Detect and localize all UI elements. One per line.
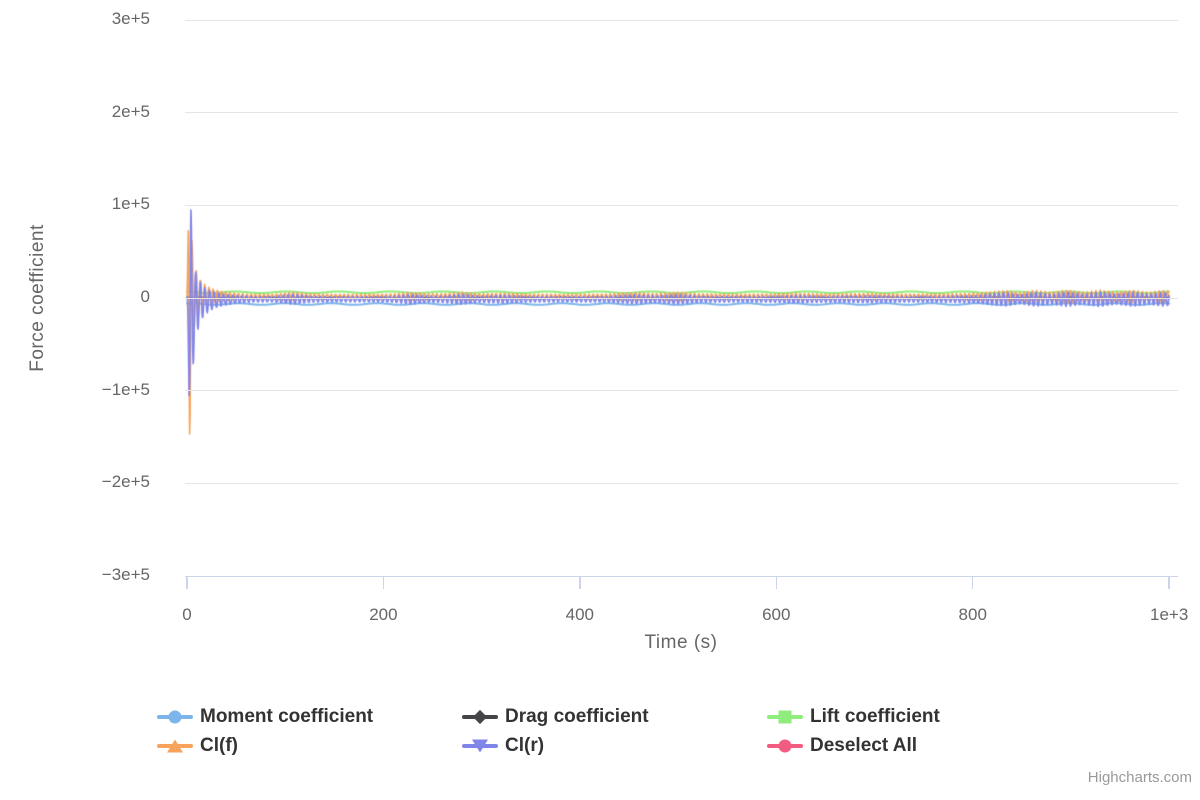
- triangle-down-icon: [472, 739, 488, 752]
- gridline: [185, 204, 1178, 206]
- gridline: [185, 390, 1178, 392]
- y-axis-label: −3e+5: [101, 565, 150, 584]
- x-axis-label: 1e+3: [1150, 605, 1189, 624]
- x-axis-tick: [1168, 577, 1170, 589]
- y-axis-label: 2e+5: [111, 101, 150, 121]
- legend-item-cl-f[interactable]: Cl(f): [157, 731, 462, 760]
- highcharts-credit[interactable]: Highcharts.com: [1087, 769, 1192, 786]
- gridline: [185, 19, 1178, 21]
- y-axis-label: 1e+5: [111, 194, 150, 214]
- triangle-down-marker-icon: [462, 738, 498, 754]
- x-axis-tick: [579, 577, 581, 589]
- legend-item-drag-coefficient[interactable]: Drag coefficient: [462, 702, 767, 731]
- y-axis-label: −2e+5: [101, 472, 150, 492]
- legend-label: Cl(r): [505, 734, 545, 756]
- circle-marker-icon: [767, 738, 803, 754]
- circle-icon: [778, 739, 792, 752]
- y-axis-label: 0: [140, 287, 150, 306]
- y-axis-label: 3e+5: [111, 9, 150, 28]
- gridline: [185, 482, 1178, 484]
- triangle-up-icon: [167, 739, 183, 752]
- legend-item-lift-coefficient[interactable]: Lift coefficient: [767, 702, 940, 731]
- square-marker-icon: [767, 709, 803, 725]
- diamond-marker-icon: [462, 709, 498, 725]
- x-axis-line: [185, 575, 1178, 577]
- circle-icon: [168, 710, 182, 723]
- legend-item-cl-r[interactable]: Cl(r): [462, 731, 767, 760]
- plot-area: 3e+5 2e+5 1e+5 0 −1e+5 −2e+5 −3e+5 0 200 400 600 80…: [102, 9, 1189, 624]
- diamond-icon: [472, 709, 488, 724]
- triangle-up-marker-icon: [157, 738, 193, 754]
- legend-label: Cl(f): [200, 734, 238, 756]
- series-canvas[interactable]: [185, 20, 1178, 577]
- x-axis-label: 400: [565, 605, 595, 624]
- legend-item-moment-coefficient[interactable]: Moment coefficient: [157, 702, 462, 731]
- gridline: [185, 112, 1178, 114]
- x-axis-tick: [971, 577, 974, 589]
- y-axis-label: −1e+5: [101, 379, 150, 399]
- square-icon: [778, 710, 792, 723]
- x-axis-title: Time (s): [644, 632, 718, 653]
- x-axis-tick: [186, 577, 188, 589]
- legend-item-deselect-all[interactable]: Deselect All: [767, 731, 940, 760]
- legend: Moment coefficient Drag coefficient Lift c…: [157, 702, 940, 760]
- x-axis-tick: [775, 577, 778, 589]
- x-axis-tick: [382, 577, 385, 589]
- x-axis-label: 200: [369, 605, 398, 624]
- legend-label: Deselect All: [810, 734, 918, 756]
- legend-label: Drag coefficient: [505, 705, 649, 727]
- x-axis-label: 0: [182, 605, 192, 624]
- x-axis-label: 800: [958, 605, 987, 624]
- y-axis-title: Force coefficient: [27, 224, 48, 372]
- legend-label: Lift coefficient: [810, 705, 940, 727]
- circle-marker-icon: [157, 709, 193, 725]
- legend-label: Moment coefficient: [200, 705, 374, 727]
- x-axis-label: 600: [762, 605, 791, 624]
- gridline: [185, 297, 1178, 299]
